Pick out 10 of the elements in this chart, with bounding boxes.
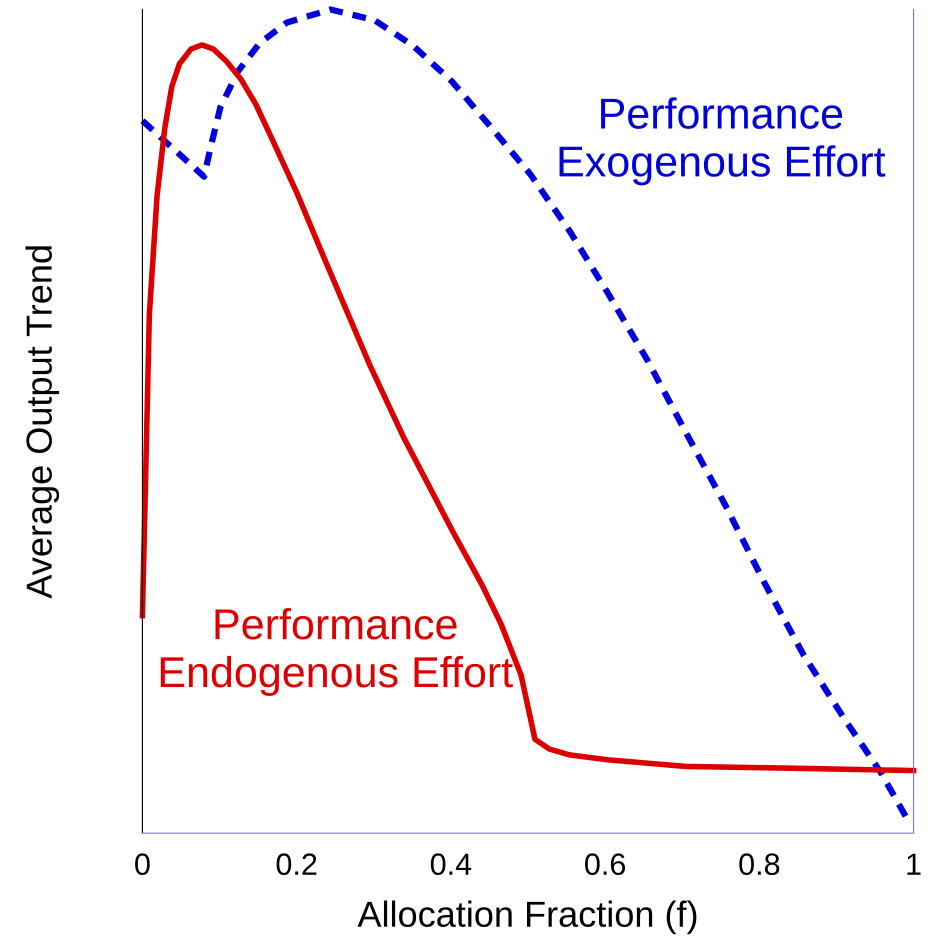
x-tick-label: 0.4: [430, 853, 472, 876]
x-tick-label: 0.8: [739, 853, 780, 876]
y-axis-title: Average Output Trend: [25, 246, 60, 599]
x-axis-title: Allocation Fraction (f): [358, 900, 696, 934]
series-label: Performance Exogenous Effort: [560, 97, 886, 186]
x-tick-label: 0: [135, 853, 150, 876]
x-tick-label: 1: [907, 854, 921, 875]
series-label: Performance Endogenous Effort: [160, 608, 513, 696]
x-tick-label: 0.6: [585, 853, 626, 876]
x-tick-label: 0.2: [276, 853, 316, 876]
